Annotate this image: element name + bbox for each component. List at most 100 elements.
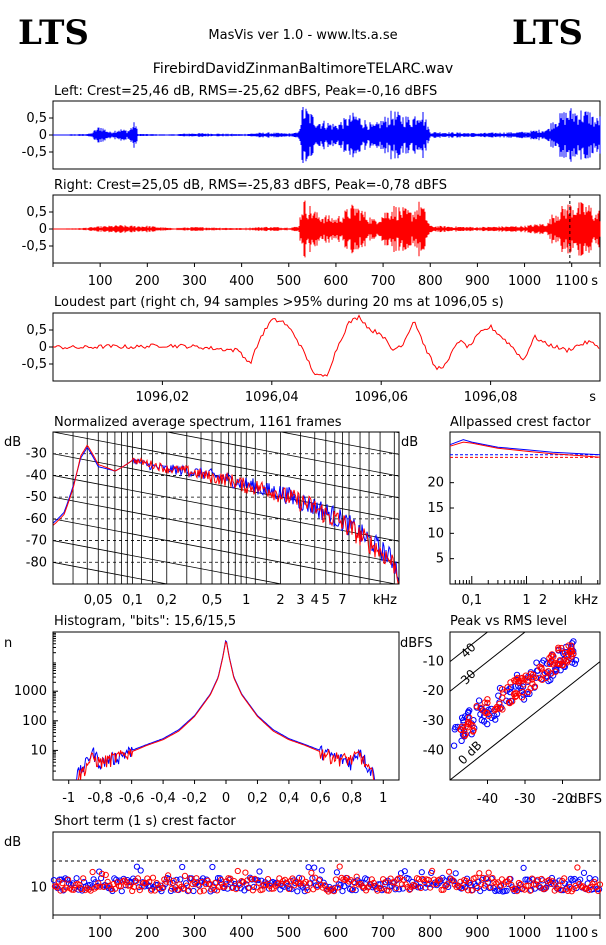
peak-rms-right-point bbox=[568, 642, 575, 649]
right-wave-xtick-label: 1100 bbox=[555, 274, 588, 289]
short-crest-right-point bbox=[208, 886, 215, 893]
peak-rms-right-point bbox=[555, 660, 563, 668]
short-term-crest-title: Short term (1 s) crest factor bbox=[54, 814, 236, 829]
short-crest-right-point bbox=[251, 875, 258, 883]
histogram-ylabel: n bbox=[4, 636, 12, 651]
loudest-part-title: Loudest part (right ch, 94 samples >95% … bbox=[54, 295, 504, 310]
spectrum-xtick-label: 4 bbox=[311, 593, 319, 608]
right-wave-xunit: s bbox=[591, 274, 598, 289]
spectrum-slope-guide bbox=[279, 432, 399, 455]
peak-rms-left-point bbox=[465, 708, 472, 716]
spectrum-ytick-label: -30 bbox=[26, 447, 47, 462]
allpass-right-trace bbox=[449, 441, 601, 458]
peak-rms-right-point bbox=[500, 689, 507, 696]
short-crest-right-point bbox=[53, 884, 60, 891]
peak-rms-right-point bbox=[513, 690, 520, 697]
short-crest-right-point bbox=[574, 864, 581, 871]
allpass-ytick-label: 5 bbox=[436, 552, 444, 567]
app-title: MasVis ver 1.0 - www.lts.a.se bbox=[208, 28, 397, 43]
short-crest-left-point bbox=[348, 887, 356, 894]
short-crest-right-point bbox=[385, 887, 392, 894]
short-crest-right-point bbox=[285, 885, 292, 893]
peak-rms-xtick-label: -20 bbox=[552, 792, 573, 807]
short-crest-right-point bbox=[97, 883, 104, 890]
short-crest-right-point bbox=[308, 869, 315, 876]
short-crest-right-point bbox=[106, 882, 113, 889]
spectrum-slope-guide bbox=[53, 453, 399, 520]
short-crest-right-point bbox=[108, 886, 115, 893]
short-crest-right-point bbox=[136, 887, 143, 894]
short-crest-left-point bbox=[311, 864, 318, 871]
peak-rms-right-point bbox=[513, 692, 520, 700]
short-crest-left-point bbox=[299, 884, 306, 891]
allpassed-crest-title: Allpassed crest factor bbox=[450, 415, 591, 430]
short-crest-left-point bbox=[445, 883, 452, 891]
peak-rms-right-point bbox=[507, 679, 514, 686]
spectrum-ytick-label: -70 bbox=[26, 534, 47, 549]
spectrum-slope-guide bbox=[165, 432, 399, 477]
peak-rms-ytick-label: -30 bbox=[423, 714, 444, 729]
right-wave-xtick-label: 900 bbox=[465, 274, 490, 289]
spectrum-title: Normalized average spectrum, 1161 frames bbox=[54, 415, 342, 430]
short-crest-right-point bbox=[181, 872, 189, 880]
short-crest-left-point bbox=[301, 888, 308, 895]
short-crest-left-point bbox=[418, 869, 425, 876]
short-crest-right-point bbox=[78, 885, 85, 893]
short-crest-right-point bbox=[281, 876, 289, 883]
short-crest-left-point bbox=[309, 875, 316, 882]
spectrum-slope-guide bbox=[53, 475, 399, 542]
spectrum-slope-guide bbox=[53, 496, 399, 564]
short-crest-right-point bbox=[214, 887, 221, 894]
short-crest-right-point bbox=[595, 887, 602, 895]
file-name: FirebirdDavidZinmanBaltimoreTELARC.wav bbox=[153, 61, 453, 77]
peak-rms-right-point bbox=[506, 699, 513, 706]
right-wave-trace bbox=[52, 200, 601, 258]
peak-rms-right-point bbox=[484, 699, 491, 707]
loudest-trace bbox=[52, 314, 600, 377]
histogram-right-trace bbox=[76, 640, 375, 780]
peak-rms-right-point bbox=[477, 704, 484, 711]
short-crest-right-point bbox=[234, 867, 241, 875]
right-wave-ytick-label: -0,5 bbox=[22, 239, 47, 254]
spectrum-slope-guide bbox=[53, 518, 398, 584]
short-crest-right-point bbox=[583, 885, 590, 892]
short-crest-left-point bbox=[580, 869, 588, 877]
short-crest-right-point bbox=[206, 880, 213, 887]
short-crest-right-point bbox=[393, 885, 400, 892]
short-crest-right-point bbox=[429, 867, 436, 875]
spectrum-slope-guide bbox=[53, 345, 399, 411]
short-crest-right-point bbox=[144, 875, 151, 882]
loudest-part-panel: Loudest part (right ch, 94 samples >95% … bbox=[22, 295, 601, 405]
right-wave-xtick-label: 800 bbox=[418, 274, 443, 289]
peak-rms-right-point bbox=[552, 668, 559, 675]
spectrum-frame bbox=[52, 431, 400, 585]
short-crest-right-point bbox=[204, 877, 211, 884]
short-crest-right-point bbox=[542, 885, 549, 892]
short-crest-left-point bbox=[177, 876, 184, 883]
short-crest-right-point bbox=[436, 876, 443, 883]
peak-rms-right-point bbox=[559, 661, 566, 669]
peak-rms-left-point bbox=[475, 697, 483, 704]
short-crest-right-point bbox=[165, 872, 172, 879]
short-crest-right-point bbox=[304, 887, 311, 894]
loudest-xtick-label: 1096,02 bbox=[136, 390, 190, 405]
short-crest-right-point bbox=[134, 875, 141, 882]
short-crest-xtick-label: 500 bbox=[276, 926, 301, 941]
short-crest-right-point bbox=[114, 879, 121, 886]
spectrum-xtick-label: 0,2 bbox=[156, 593, 177, 608]
short-crest-right-point bbox=[174, 886, 181, 893]
right-wave-xtick-label: 1000 bbox=[508, 274, 541, 289]
short-crest-right-point bbox=[481, 882, 488, 889]
peak-rms-right-point bbox=[473, 703, 480, 710]
histogram-left-trace bbox=[76, 639, 376, 780]
short-crest-right-point bbox=[349, 886, 356, 893]
peak-rms-right-point bbox=[469, 728, 477, 735]
short-crest-right-point bbox=[427, 884, 434, 891]
short-crest-right-point bbox=[55, 878, 62, 885]
right-wave-xtick-label: 300 bbox=[182, 274, 207, 289]
short-crest-right-point bbox=[255, 879, 262, 886]
short-crest-left-point bbox=[390, 880, 397, 887]
logo-left: LTS bbox=[18, 13, 89, 53]
right-wave-xtick-label: 600 bbox=[324, 274, 349, 289]
short-crest-right-point bbox=[263, 882, 270, 889]
